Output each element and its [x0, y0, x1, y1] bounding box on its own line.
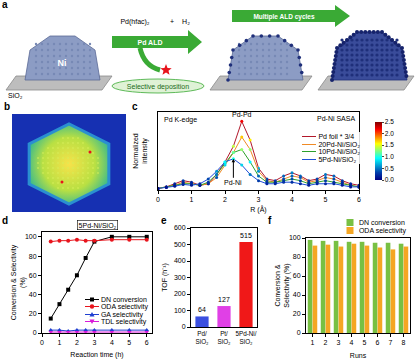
svg-text:1.0: 1.0 [385, 153, 394, 160]
svg-text:60: 60 [293, 272, 301, 279]
svg-text:R (Å): R (Å) [250, 205, 266, 214]
svg-text:Multiple ALD cycles: Multiple ALD cycles [253, 13, 315, 21]
svg-text:0: 0 [40, 339, 44, 346]
svg-text:+: + [170, 18, 174, 25]
svg-text:3: 3 [257, 196, 261, 203]
svg-text:5: 5 [127, 339, 131, 346]
svg-text:7: 7 [389, 339, 393, 346]
svg-text:4: 4 [350, 339, 354, 346]
svg-text:SiO₂: SiO₂ [8, 92, 23, 99]
svg-text:1.5: 1.5 [385, 141, 394, 148]
svg-text:Pd-Ni SASA: Pd-Ni SASA [317, 115, 355, 122]
svg-text:2.5: 2.5 [385, 118, 394, 125]
svg-text:Selective deposition: Selective deposition [127, 83, 189, 91]
svg-text:1: 1 [190, 196, 194, 203]
svg-text:60: 60 [29, 272, 37, 279]
svg-text:0: 0 [297, 329, 301, 336]
svg-text:200: 200 [174, 290, 186, 297]
svg-text:6: 6 [145, 339, 149, 346]
svg-text:80: 80 [29, 253, 37, 260]
html-text:5Pd-Ni/SiO₂: 5Pd-Ni/SiO₂ [318, 155, 357, 163]
svg-text:5Pd-Ni/SiO₂: 5Pd-Ni/SiO₂ [236, 330, 257, 345]
svg-text:6: 6 [357, 196, 361, 203]
svg-text:515: 515 [240, 232, 252, 239]
svg-text:5Pd-Ni/SiO₂: 5Pd-Ni/SiO₂ [79, 222, 117, 229]
html-text:ODA selectivity: ODA selectivity [358, 226, 406, 234]
html-text:e: e [161, 215, 167, 226]
svg-text:0.0: 0.0 [385, 176, 394, 183]
html-text:Pd foil * 3/4: Pd foil * 3/4 [318, 133, 355, 140]
html-text:20Pd-Ni/SiO₂: 20Pd-Ni/SiO₂ [318, 140, 360, 148]
svg-text:5: 5 [363, 339, 367, 346]
html-text:TDL selectivity: TDL selectivity [100, 318, 147, 326]
svg-text:4: 4 [110, 339, 114, 346]
svg-text:Pt/SiO₂: Pt/SiO₂ [218, 330, 231, 345]
svg-text:Pd(hfac)₂: Pd(hfac)₂ [120, 18, 149, 26]
svg-text:300: 300 [174, 274, 186, 281]
svg-text:2: 2 [75, 339, 79, 346]
svg-text:20: 20 [29, 310, 37, 317]
svg-text:Pd-Pd: Pd-Pd [232, 111, 252, 118]
html-text:f: f [268, 215, 272, 226]
svg-text:1: 1 [58, 339, 62, 346]
svg-text:0: 0 [33, 329, 37, 336]
svg-text:6: 6 [376, 339, 380, 346]
svg-text:Normalizedintensity: Normalizedintensity [132, 133, 149, 169]
html-text:ODA selectivity: ODA selectivity [100, 303, 148, 311]
html-text:GA selectivity: GA selectivity [100, 310, 143, 318]
svg-text:100: 100 [174, 307, 186, 314]
svg-text:500: 500 [174, 241, 186, 248]
html-text:DN conversion: DN conversion [100, 295, 147, 303]
svg-text:100: 100 [25, 233, 37, 240]
svg-text:Reaction time (h): Reaction time (h) [70, 351, 123, 359]
svg-text:Pd ALD: Pd ALD [137, 39, 162, 46]
svg-text:2: 2 [223, 196, 227, 203]
svg-text:Pd/SiO₂: Pd/SiO₂ [196, 330, 209, 345]
html-text:10Pd-Ni/SiO₂: 10Pd-Ni/SiO₂ [318, 148, 360, 155]
svg-text:Ni: Ni [58, 58, 67, 68]
svg-text:0: 0 [182, 323, 186, 330]
svg-text:H₂: H₂ [182, 18, 190, 25]
html-text:b: b [4, 101, 11, 112]
svg-text:127: 127 [218, 296, 230, 303]
svg-text:Conversion &Selectivity (%): Conversion &Selectivity (%) [274, 263, 291, 307]
svg-text:Pd-Ni: Pd-Ni [224, 179, 242, 186]
svg-text:0.5: 0.5 [385, 165, 394, 172]
svg-text:40: 40 [29, 291, 37, 298]
svg-text:400: 400 [174, 257, 186, 264]
svg-text:Conversion & Selectivity(%): Conversion & Selectivity(%) [10, 244, 27, 320]
svg-text:600: 600 [174, 224, 186, 231]
svg-text:1: 1 [311, 339, 315, 346]
svg-text:5: 5 [324, 196, 328, 203]
svg-text:20: 20 [293, 310, 301, 317]
svg-text:2.0: 2.0 [385, 130, 394, 137]
svg-text:100: 100 [289, 234, 301, 241]
svg-text:8: 8 [402, 339, 406, 346]
svg-text:40: 40 [293, 291, 301, 298]
svg-text:Runs: Runs [350, 352, 367, 359]
svg-text:3: 3 [92, 339, 96, 346]
svg-text:4: 4 [290, 196, 294, 203]
html-text:c: c [132, 101, 138, 112]
html-text:DN conversion: DN conversion [358, 219, 405, 226]
svg-text:TOF (h⁻¹): TOF (h⁻¹) [161, 263, 169, 292]
svg-text:2: 2 [324, 339, 328, 346]
html-text:a: a [2, 0, 8, 10]
svg-text:80: 80 [293, 253, 301, 260]
svg-text:Pd K-edge: Pd K-edge [164, 116, 197, 124]
svg-text:64: 64 [198, 306, 206, 313]
svg-text:0: 0 [156, 196, 160, 203]
svg-text:3: 3 [337, 339, 341, 346]
html-text:d: d [2, 215, 9, 226]
